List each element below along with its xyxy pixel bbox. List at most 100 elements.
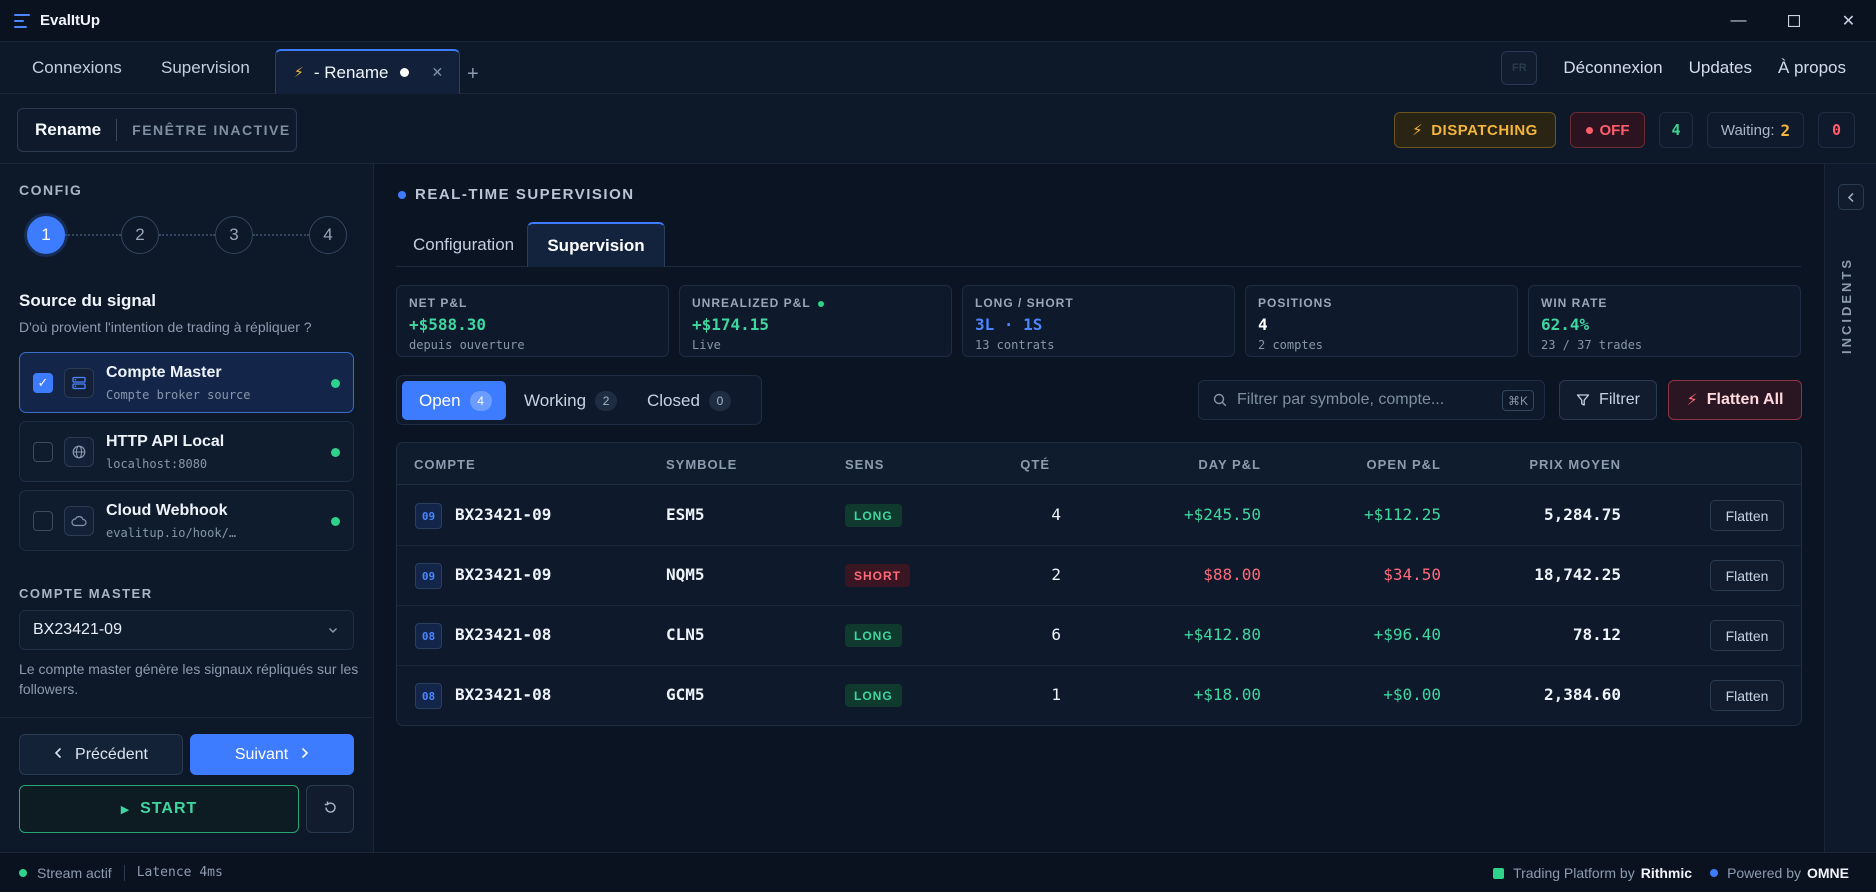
flatten-all-button[interactable]: ⚡ Flatten All — [1668, 380, 1802, 420]
dispatching-badge[interactable]: ⚡ DISPATCHING — [1394, 112, 1556, 148]
filter-count: 4 — [469, 390, 492, 411]
kpi-value: 3L · 1S — [975, 315, 1043, 334]
qty-cell: 6 — [1051, 625, 1061, 644]
active-count-badge: 4 — [1659, 112, 1693, 148]
side-badge: SHORT — [845, 564, 910, 587]
filter-button[interactable]: Filtrer — [1559, 380, 1657, 420]
subtab-supervision[interactable]: Supervision — [527, 222, 665, 267]
account-badge: 09 — [415, 503, 442, 529]
source-option-master[interactable]: ✓ Compte Master Compte broker source — [19, 352, 354, 413]
off-label: OFF — [1599, 121, 1630, 139]
step-connector — [253, 234, 309, 236]
table-row[interactable]: 08 BX23421-08 CLN5 LONG 6 +$412.80 +$96.… — [397, 606, 1801, 666]
master-account-select[interactable]: BX23421-09 — [19, 610, 354, 650]
stream-status-dot — [19, 868, 27, 877]
kpi-unrealized-pnl: UNREALIZED P&L +$174.15 Live — [679, 285, 952, 357]
step-2[interactable]: 2 — [121, 216, 159, 254]
source-title: Compte Master — [106, 364, 222, 381]
incidents-label[interactable]: INCIDENTS — [1839, 256, 1854, 354]
menu-icon[interactable] — [14, 13, 30, 28]
checkbox-checked[interactable]: ✓ — [33, 373, 53, 393]
reset-button[interactable] — [306, 785, 354, 833]
step-1[interactable]: 1 — [27, 216, 65, 254]
add-tab-icon[interactable]: + — [467, 63, 479, 85]
flatten-button[interactable]: Flatten — [1710, 560, 1784, 591]
chevron-left-icon — [1847, 192, 1855, 203]
kpi-label: UNREALIZED P&L — [692, 296, 824, 310]
tab-supervision[interactable]: Supervision — [161, 42, 250, 94]
order-status-filter: Open 4 Working 2 Closed 0 — [396, 375, 762, 425]
app-title: EvalItUp — [40, 12, 101, 29]
status-bar: Stream actif Latence 4ms Trading Platfor… — [0, 852, 1876, 892]
divider — [0, 717, 374, 718]
tab-connexions[interactable]: Connexions — [32, 42, 122, 94]
source-subtitle: Compte broker source — [106, 388, 251, 402]
about-link[interactable]: À propos — [1777, 58, 1846, 77]
chevron-down-icon — [327, 623, 339, 641]
window-name-box: Rename FENÊTRE INACTIVE — [17, 108, 297, 152]
filter-working[interactable]: Working 2 — [507, 381, 631, 420]
flatten-all-label: Flatten All — [1706, 391, 1784, 408]
tab-label: Supervision — [161, 58, 250, 77]
start-button[interactable]: ▶ START — [19, 785, 299, 833]
filter-label: Open — [419, 390, 461, 410]
side-badge: LONG — [845, 684, 902, 707]
flatten-button[interactable]: Flatten — [1710, 500, 1784, 531]
column-header: SENS — [845, 457, 885, 472]
maximize-icon[interactable] — [1766, 0, 1821, 42]
status-dot — [1585, 126, 1593, 134]
kpi-net-pnl: NET P&L +$588.30 depuis ouverture — [396, 285, 669, 357]
tab-label: - Rename — [313, 62, 389, 82]
filter-closed[interactable]: Closed 0 — [630, 381, 745, 420]
checkbox[interactable] — [33, 511, 53, 531]
source-option-webhook[interactable]: Cloud Webhook evalitup.io/hook/… — [19, 490, 354, 551]
kpi-value: +$174.15 — [692, 315, 770, 334]
filter-open[interactable]: Open 4 — [402, 381, 506, 420]
search-input[interactable]: Filtrer par symbole, compte... ⌘K — [1198, 380, 1545, 420]
filter-label: Working — [524, 390, 587, 410]
table-row[interactable]: 09 BX23421-09 NQM5 SHORT 2 $88.00 $34.50… — [397, 546, 1801, 606]
step-3[interactable]: 3 — [215, 216, 253, 254]
incidents-rail: INCIDENTS — [1824, 164, 1876, 852]
master-account-value: BX23421-09 — [33, 621, 122, 638]
collapse-toggle[interactable] — [1838, 184, 1864, 210]
online-dot — [331, 517, 340, 526]
table-row[interactable]: 08 BX23421-08 GCM5 LONG 1 +$18.00 +$0.00… — [397, 666, 1801, 725]
updates-link[interactable]: Updates — [1688, 58, 1752, 77]
source-title: Cloud Webhook — [106, 502, 228, 519]
symbol-cell: ESM5 — [666, 505, 705, 524]
open-pnl-cell: +$0.00 — [1383, 685, 1441, 704]
tab-rename[interactable]: ⚡ - Rename ✕ — [275, 49, 461, 94]
source-subtitle: localhost:8080 — [106, 457, 208, 471]
column-header: COMPTE — [414, 457, 476, 472]
globe-icon — [64, 437, 94, 467]
account-badge: 09 — [415, 563, 442, 589]
source-option-http[interactable]: HTTP API Local localhost:8080 — [19, 421, 354, 482]
signal-source-title: Source du signal — [19, 291, 156, 310]
window-name: Rename — [35, 120, 102, 139]
close-window-icon[interactable]: ✕ — [1841, 13, 1856, 30]
minimize-icon[interactable]: — — [1730, 12, 1747, 29]
next-button[interactable]: Suivant — [190, 734, 354, 775]
close-tab-icon[interactable]: ✕ — [431, 64, 444, 80]
subtab-configuration[interactable]: Configuration — [413, 234, 515, 254]
unsaved-dot — [400, 68, 410, 77]
funnel-icon — [1576, 393, 1590, 407]
table-row[interactable]: 09 BX23421-09 ESM5 LONG 4 +$245.50 +$112… — [397, 486, 1801, 546]
off-badge[interactable]: OFF — [1570, 112, 1645, 148]
bolt-icon: ⚡ — [1412, 122, 1424, 139]
step-4[interactable]: 4 — [309, 216, 347, 254]
kpi-label: NET P&L — [409, 296, 468, 310]
checkbox[interactable] — [33, 442, 53, 462]
language-badge[interactable]: FR — [1501, 51, 1538, 85]
flatten-button[interactable]: Flatten — [1710, 620, 1784, 651]
credits: Trading Platform by Rithmic Powered by O… — [1493, 853, 1849, 892]
logout-link[interactable]: Déconnexion — [1563, 58, 1663, 77]
flatten-button[interactable]: Flatten — [1710, 680, 1784, 711]
tab-label: Connexions — [32, 58, 122, 77]
step-connector — [159, 234, 215, 236]
day-pnl-cell: $88.00 — [1203, 565, 1261, 584]
day-pnl-cell: +$412.80 — [1183, 625, 1261, 644]
day-pnl-cell: +$18.00 — [1193, 685, 1261, 704]
previous-button[interactable]: Précédent — [19, 734, 183, 775]
